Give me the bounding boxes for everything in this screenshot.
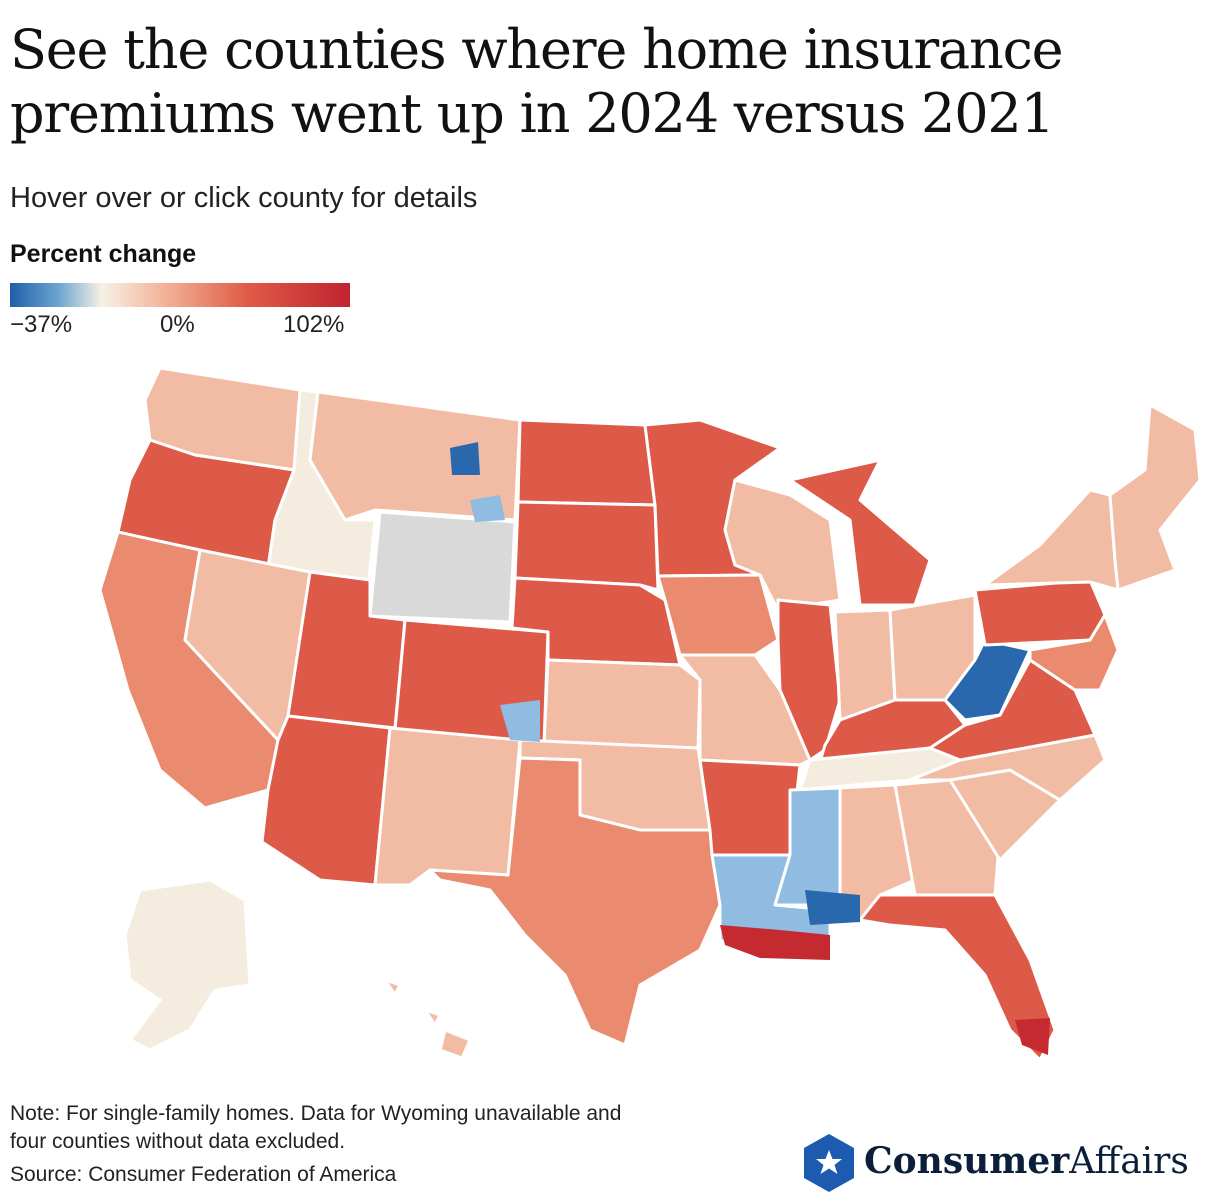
state-alaska[interactable]	[123, 878, 252, 1052]
brand-name-part-1: Consumer	[864, 1140, 1070, 1182]
footnote: Note: For single-family homes. Data for …	[10, 1100, 770, 1156]
state-texas[interactable]	[428, 756, 722, 1047]
state-south-dakota[interactable]	[513, 500, 660, 592]
state-wyoming[interactable]	[368, 510, 517, 624]
state-kansas[interactable]	[542, 658, 702, 750]
state-iowa[interactable]	[656, 573, 780, 657]
state-new-mexico[interactable]	[373, 726, 522, 887]
star-shield-icon	[804, 1134, 854, 1192]
state-pennsylvania[interactable]	[973, 578, 1107, 647]
consumeraffairs-logo[interactable]: ConsumerAffairs	[802, 1132, 1212, 1196]
state-new-england[interactable]	[1108, 403, 1202, 592]
legend-max-label: 102%	[283, 311, 345, 338]
footnote-line-2: four counties without data excluded.	[10, 1130, 346, 1153]
louisiana-coast-area[interactable]	[720, 925, 830, 960]
montana-decrease-area[interactable]	[450, 442, 480, 475]
state-michigan[interactable]	[788, 458, 932, 607]
colorado-decrease-area[interactable]	[500, 700, 540, 742]
title-line-1: See the counties where home insurance	[10, 18, 1064, 81]
florida-south-area[interactable]	[1015, 1018, 1050, 1055]
state-hawaii[interactable]	[383, 978, 472, 1060]
state-illinois[interactable]	[776, 598, 842, 762]
state-new-york[interactable]	[983, 488, 1120, 592]
state-mid-atlantic[interactable]	[1028, 613, 1120, 692]
source-note: Source: Consumer Federation of America	[10, 1163, 397, 1186]
state-arkansas[interactable]	[698, 758, 802, 857]
state-north-dakota[interactable]	[516, 418, 657, 507]
mississippi-coast-area[interactable]	[805, 890, 860, 925]
state-missouri[interactable]	[678, 653, 812, 767]
page-subtitle: Hover over or click county for details	[10, 182, 478, 214]
page-title: See the counties where home insurance pr…	[10, 18, 1190, 146]
montana-light-decrease-area[interactable]	[470, 495, 505, 522]
legend-mid-label: 0%	[160, 311, 195, 338]
title-line-2: premiums went up in 2024 versus 2021	[10, 82, 1055, 145]
legend-min-label: −37%	[10, 311, 73, 338]
brand-name: ConsumerAffairs	[864, 1140, 1189, 1182]
state-florida[interactable]	[858, 893, 1057, 1062]
us-county-map[interactable]	[0, 350, 1220, 1070]
legend-color-scale	[10, 283, 350, 307]
footnote-line-1: Note: For single-family homes. Data for …	[10, 1102, 622, 1125]
legend-title: Percent change	[10, 240, 197, 268]
brand-name-part-2: Affairs	[1069, 1141, 1189, 1182]
state-arizona[interactable]	[260, 714, 392, 887]
